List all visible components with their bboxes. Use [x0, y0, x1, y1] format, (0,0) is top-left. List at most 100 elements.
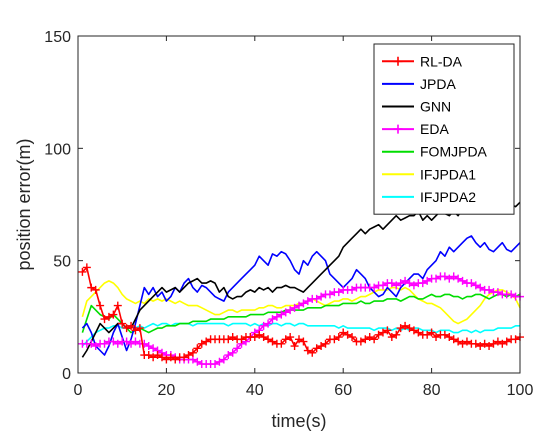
plot-frame: [77, 35, 521, 374]
data-point-rl-da: [312, 344, 321, 353]
data-point-rl-da: [184, 351, 193, 360]
data-point-rl-da: [414, 328, 423, 337]
x-tick-label: 100: [507, 382, 534, 399]
legend-label: FOMJPDA: [420, 144, 488, 160]
data-point-rl-da: [423, 330, 432, 339]
data-point-rl-da: [440, 330, 449, 339]
data-point-rl-da: [401, 321, 410, 330]
data-point-rl-da: [330, 335, 339, 344]
legend-label: IFJPDA2: [420, 189, 476, 205]
data-point-eda: [449, 272, 458, 281]
data-point-rl-da: [303, 346, 312, 355]
data-point-rl-da: [511, 335, 520, 344]
x-tick-label: 0: [74, 382, 83, 399]
data-point-rl-da: [264, 335, 273, 344]
data-point-eda: [109, 337, 118, 346]
data-point-eda: [233, 344, 242, 353]
data-point-rl-da: [493, 337, 502, 346]
legend-item-jpda: JPDA: [382, 76, 456, 92]
data-point-rl-da: [237, 335, 246, 344]
data-point-eda: [277, 310, 286, 319]
data-point-eda: [290, 303, 299, 312]
data-point-rl-da: [361, 335, 370, 344]
x-axis-title: time(s): [272, 411, 327, 431]
data-point-eda: [100, 339, 109, 348]
data-point-rl-da: [374, 330, 383, 339]
data-point-eda: [303, 297, 312, 306]
data-point-rl-da: [321, 339, 330, 348]
data-point-rl-da: [462, 337, 471, 346]
data-point-rl-da: [113, 301, 122, 310]
data-point-eda: [188, 355, 197, 364]
data-point-rl-da: [378, 328, 387, 337]
data-point-rl-da: [153, 351, 162, 360]
data-point-eda: [211, 360, 220, 369]
ticks-layer: 0 20 40 60 80 100 0 50 100 150: [44, 29, 533, 399]
data-point-eda: [370, 283, 379, 292]
data-point-eda: [264, 319, 273, 328]
data-point-eda: [87, 339, 96, 348]
data-point-eda: [493, 288, 502, 297]
data-point-rl-da: [409, 326, 418, 335]
data-point-rl-da: [180, 353, 189, 362]
data-point-eda: [272, 312, 281, 321]
data-point-eda: [445, 274, 454, 283]
data-point-eda: [334, 288, 343, 297]
data-point-eda: [476, 283, 485, 292]
y-tick-label: 150: [44, 29, 71, 46]
data-point-eda: [401, 276, 410, 285]
legend-label: RL-DA: [420, 53, 463, 69]
data-point-eda: [387, 279, 396, 288]
legend-label: IFJPDA1: [420, 166, 476, 182]
data-point-rl-da: [489, 339, 498, 348]
data-point-eda: [312, 294, 321, 303]
series-rl-da: [78, 263, 524, 364]
data-point-rl-da: [383, 326, 392, 335]
data-point-rl-da: [149, 353, 158, 362]
data-point-eda: [317, 292, 326, 301]
data-point-eda: [405, 279, 414, 288]
data-point-rl-da: [193, 344, 202, 353]
data-point-rl-da: [228, 333, 237, 342]
data-point-rl-da: [122, 324, 131, 333]
data-point-eda: [440, 272, 449, 281]
data-point-rl-da: [162, 355, 171, 364]
data-point-eda: [432, 274, 441, 283]
data-point-rl-da: [82, 263, 91, 272]
series-line-rl-da: [81, 266, 521, 361]
data-point-rl-da: [295, 335, 303, 344]
data-point-eda: [140, 339, 149, 348]
legend: RL-DA JPDA GNN EDA FOMJPDA IFJPDA1 IFJPDA2: [373, 43, 515, 215]
data-point-rl-da: [87, 283, 96, 292]
data-point-eda: [325, 290, 334, 299]
data-point-rl-da: [171, 355, 180, 364]
legend-marker: [393, 124, 403, 134]
data-point-rl-da: [281, 335, 290, 344]
data-point-eda: [131, 337, 140, 346]
data-point-eda: [149, 344, 158, 353]
data-point-eda: [144, 342, 153, 351]
legend-item-rl-da: RL-DA: [382, 53, 463, 69]
x-tick-label: 60: [334, 382, 352, 399]
data-point-rl-da: [166, 353, 175, 362]
data-point-eda: [193, 357, 202, 366]
data-point-eda: [378, 281, 387, 290]
data-point-eda: [113, 339, 122, 348]
series-ifjpda2: [81, 322, 520, 347]
data-point-rl-da: [277, 339, 286, 348]
data-point-rl-da: [348, 333, 357, 342]
x-tick-label: 20: [158, 382, 176, 399]
data-point-rl-da: [250, 333, 259, 342]
data-point-rl-da: [109, 310, 118, 319]
series-line-eda: [82, 275, 520, 365]
legend-label: JPDA: [420, 76, 456, 92]
data-point-rl-da: [144, 351, 153, 360]
legend-item-eda: EDA: [382, 121, 449, 137]
series-line-jpda: [81, 235, 521, 356]
data-point-rl-da: [471, 339, 480, 348]
y-axis-title: position error(m): [14, 138, 34, 270]
data-point-rl-da: [317, 342, 326, 351]
data-point-eda: [467, 279, 476, 288]
